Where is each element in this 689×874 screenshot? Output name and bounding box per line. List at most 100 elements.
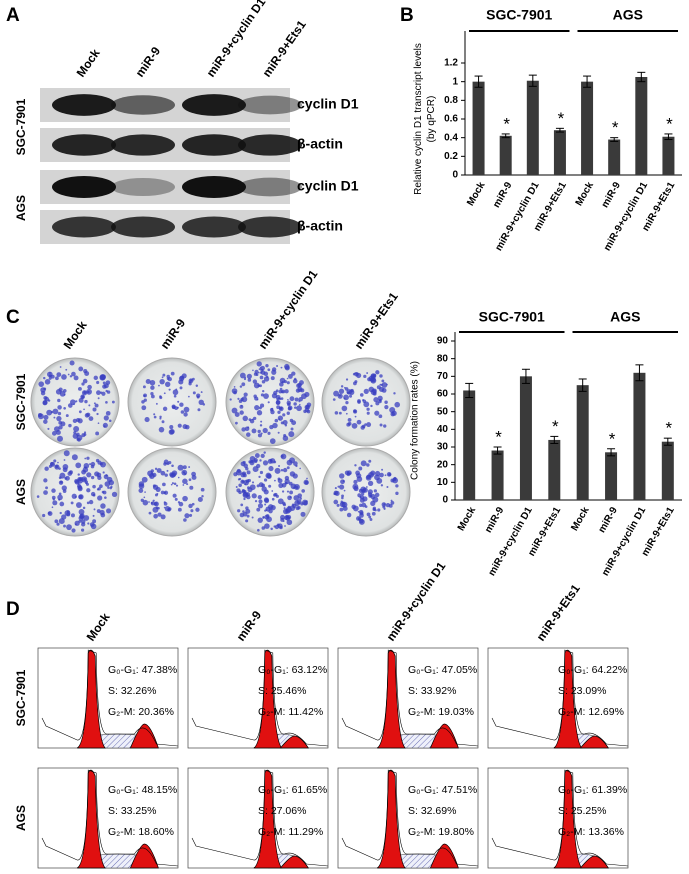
colony [362, 496, 368, 502]
phase-percentage: G₀-G₁: 63.12% [258, 664, 327, 676]
colony [97, 397, 100, 400]
colony [171, 482, 174, 485]
colony [372, 507, 376, 512]
colony [168, 429, 175, 435]
y-axis-label: Relative cyclin D1 transcript levels [413, 43, 424, 195]
colony [200, 391, 203, 394]
colony [158, 384, 160, 387]
colony [236, 488, 241, 493]
colony [268, 508, 273, 514]
histogram-outline [341, 769, 479, 867]
colony [368, 386, 375, 393]
colony [368, 494, 372, 498]
column-label: miR-9 [158, 316, 189, 352]
colony [43, 396, 48, 400]
colony [76, 434, 83, 441]
phase-percentage: G₂-M: 18.60% [108, 826, 174, 838]
y-tick-label: 60 [437, 389, 449, 400]
colony [390, 500, 395, 505]
colony [259, 424, 263, 427]
colony [295, 486, 299, 489]
colony [43, 376, 46, 380]
bar [633, 372, 646, 500]
colony [277, 477, 281, 481]
colony [264, 509, 267, 512]
column-label: SGC-7901 [14, 98, 28, 155]
colony [75, 462, 82, 469]
colony [239, 404, 244, 409]
significance-marker: * [612, 118, 619, 137]
y-tick-label: 0 [442, 495, 448, 506]
colony [284, 389, 289, 394]
colony [73, 403, 75, 406]
colony [395, 484, 399, 488]
y-tick-label: 1.2 [444, 58, 458, 69]
colony [365, 486, 368, 488]
colony [153, 513, 158, 519]
colony [257, 494, 262, 500]
bar [581, 81, 594, 175]
colony [267, 458, 273, 464]
colony [379, 472, 384, 478]
colony [180, 410, 185, 414]
histogram-outline [41, 769, 179, 867]
colony [83, 408, 85, 411]
colony [293, 377, 297, 381]
colony [67, 373, 70, 376]
g2-peak [429, 843, 459, 869]
colony [231, 388, 238, 394]
colony [346, 512, 352, 518]
colony [42, 400, 48, 406]
bar [519, 376, 532, 500]
colony [297, 386, 303, 392]
colony [96, 509, 101, 513]
colony [174, 497, 178, 501]
colony [186, 483, 189, 486]
colony [82, 378, 88, 384]
colony [92, 407, 97, 412]
colony [284, 525, 286, 527]
colony [306, 402, 312, 408]
colony [366, 463, 370, 467]
colony [271, 490, 274, 492]
colony [373, 397, 379, 403]
colony [159, 378, 165, 385]
colony [246, 432, 251, 437]
colony [374, 410, 380, 416]
colony [293, 486, 296, 489]
colony [356, 516, 361, 521]
colony [272, 422, 278, 429]
colony [355, 470, 360, 476]
colony [360, 425, 365, 430]
colony [374, 492, 380, 498]
colony [280, 454, 284, 458]
colony [238, 483, 242, 488]
colony [95, 431, 100, 436]
g1-peak [553, 769, 583, 869]
significance-marker: * [609, 429, 616, 448]
colony [277, 498, 284, 505]
colony [263, 478, 268, 482]
colony [372, 373, 377, 378]
panel-label: B [400, 5, 414, 26]
histogram-outline [191, 649, 329, 747]
colony [260, 453, 265, 458]
colony [177, 400, 180, 403]
colony [356, 476, 363, 482]
colony [342, 479, 345, 483]
colony [381, 382, 388, 388]
colony [354, 415, 357, 418]
colony [93, 508, 96, 511]
colony [268, 484, 272, 488]
colony [188, 395, 190, 398]
colony [153, 413, 156, 416]
colony [201, 495, 204, 498]
colony [383, 424, 387, 428]
colony [182, 495, 188, 502]
colony [102, 471, 105, 474]
colony [291, 371, 296, 376]
colony [78, 515, 84, 521]
colony [65, 414, 69, 418]
colony [157, 512, 162, 517]
colony [273, 460, 277, 464]
